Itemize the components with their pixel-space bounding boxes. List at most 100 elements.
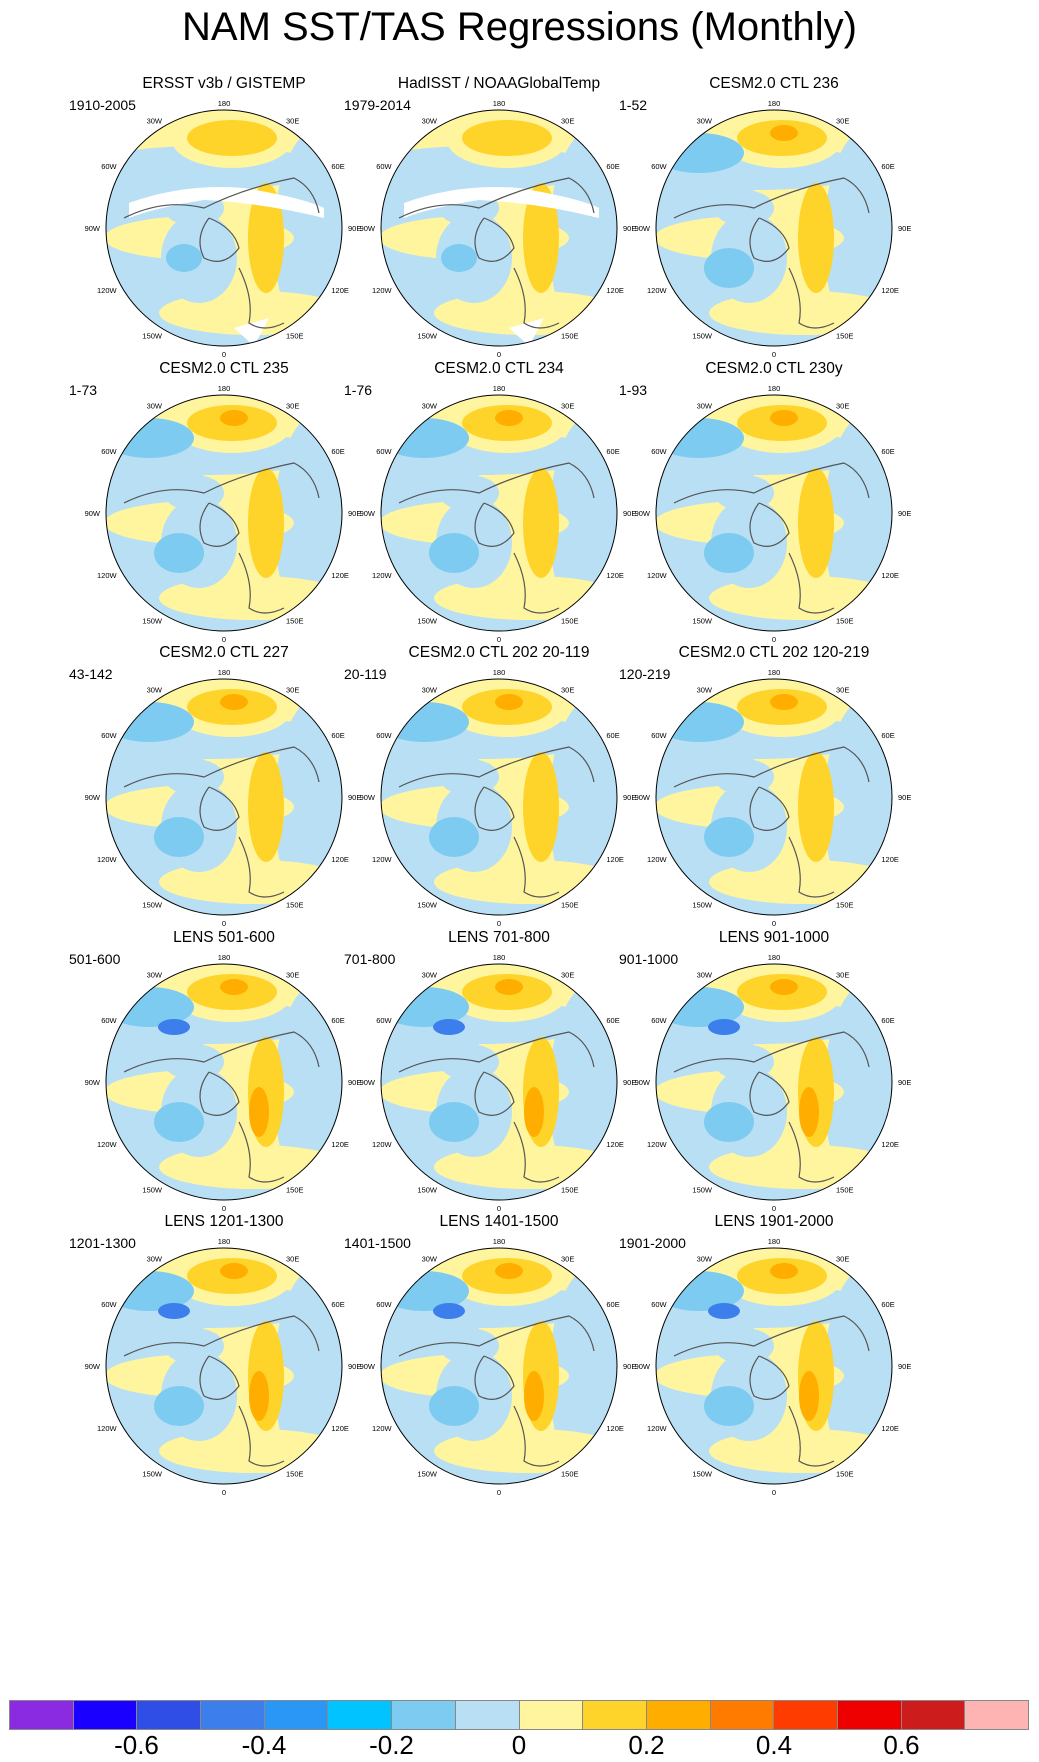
lon-label-west: 60W <box>101 447 117 456</box>
lon-label-top: 180 <box>493 953 506 962</box>
panel-period: 701-800 <box>344 951 396 967</box>
polar-map: 180 0 150W 120W 90W 60W 30W 150E 120E 90E 60E 30E <box>360 99 637 359</box>
lon-label-west: 60W <box>651 447 667 456</box>
lon-label-east: 30E <box>286 402 299 411</box>
panel-period: 1-73 <box>69 382 98 398</box>
polar-map: 180 0 150W 120W 90W 60W 30W 150E 120E 90E 60E 30E <box>360 1237 637 1497</box>
panel-period: 20-119 <box>344 666 387 682</box>
map-panel: 180 0 150W 120W 90W 60W 30W 150E 120E 90E 60E 30E LE… <box>619 1213 929 1523</box>
lon-label-west: 60W <box>101 1300 117 1309</box>
lon-label-top: 180 <box>218 953 231 962</box>
lon-label-east: 120E <box>881 855 899 864</box>
lon-label-east: 30E <box>561 686 574 695</box>
panel-title: ERSST v3b / GISTEMP <box>142 75 306 92</box>
lon-label-east: 120E <box>606 855 624 864</box>
lon-label-top: 180 <box>493 668 506 677</box>
lon-label-west: 30W <box>422 402 438 411</box>
colorbar-swatch <box>837 1701 902 1729</box>
lon-label-west: 30W <box>147 402 163 411</box>
colorbar-tick-label: -0.2 <box>369 1730 414 1760</box>
panel-period: 1910-2005 <box>69 97 136 113</box>
lon-label-east: 90E <box>348 1078 361 1087</box>
colorbar-tick-label: -0.6 <box>114 1730 159 1760</box>
lon-label-east: 60E <box>881 162 894 171</box>
lon-label-west: 120W <box>647 571 668 580</box>
lon-label-east: 90E <box>898 793 911 802</box>
lon-label-top: 180 <box>768 668 781 677</box>
lon-label-west: 30W <box>697 686 713 695</box>
lon-label-east: 60E <box>606 1300 619 1309</box>
lon-label-east: 90E <box>348 1362 361 1371</box>
colorbar-swatch <box>710 1701 775 1729</box>
panel-title: CESM2.0 CTL 230y <box>705 360 843 377</box>
polar-map: 180 0 150W 120W 90W 60W 30W 150E 120E 90E 60E 30E <box>635 1237 912 1497</box>
lon-label-east: 30E <box>836 686 849 695</box>
polar-map: 180 0 150W 120W 90W 60W 30W 150E 120E 90E 60E 30E <box>360 668 637 928</box>
lon-label-east: 60E <box>606 162 619 171</box>
colorbar-swatch <box>328 1701 393 1729</box>
polar-map: 180 0 150W 120W 90W 60W 30W 150E 120E 90E 60E 30E <box>635 953 912 1213</box>
lon-label-east: 60E <box>606 731 619 740</box>
colorbar-tick-label: -0.4 <box>241 1730 287 1760</box>
lon-label-west: 60W <box>651 1016 667 1025</box>
lon-label-bottom: 0 <box>497 919 501 928</box>
lon-label-east: 150E <box>561 1469 579 1478</box>
panel-title: LENS 501-600 <box>173 929 275 946</box>
lon-label-east: 150E <box>286 616 304 625</box>
lon-label-east: 60E <box>331 731 344 740</box>
lon-label-top: 180 <box>768 99 781 108</box>
lon-label-west: 60W <box>376 1016 392 1025</box>
lon-label-east: 30E <box>836 402 849 411</box>
lon-label-east: 30E <box>836 971 849 980</box>
lon-label-west: 30W <box>697 402 713 411</box>
lon-label-west: 150W <box>417 900 438 909</box>
colorbar-tick-label: 0.6 <box>883 1730 920 1760</box>
map-panel: 180 0 150W 120W 90W 60W 30W 150E 120E 90E 60E 30E CE… <box>619 644 929 954</box>
lon-label-west: 30W <box>422 971 438 980</box>
colorbar-swatch <box>10 1701 74 1729</box>
lon-label-east: 150E <box>286 331 304 340</box>
map-panel: 180 0 150W 120W 90W 60W 30W 150E 120E 90E 60E 30E CE… <box>69 644 379 954</box>
lon-label-east: 120E <box>881 1424 899 1433</box>
lon-label-east: 90E <box>898 224 911 233</box>
lon-label-west: 120W <box>372 571 393 580</box>
lon-label-west: 150W <box>692 616 713 625</box>
lon-label-bottom: 0 <box>497 1488 501 1497</box>
panel-period: 1979-2014 <box>344 97 411 113</box>
colorbar-swatch <box>201 1701 265 1729</box>
polar-map: 180 0 150W 120W 90W 60W 30W 150E 120E 90E 60E 30E <box>85 99 362 359</box>
lon-label-bottom: 0 <box>497 350 501 359</box>
lon-label-east: 150E <box>836 331 854 340</box>
lon-label-west: 30W <box>147 686 163 695</box>
colorbar-tick-label: 0 <box>511 1730 527 1760</box>
lon-label-west: 60W <box>376 731 392 740</box>
colorbar-swatch <box>137 1701 202 1729</box>
lon-label-east: 150E <box>286 1469 304 1478</box>
polar-map: 180 0 150W 120W 90W 60W 30W 150E 120E 90E 60E 30E <box>635 99 912 359</box>
panel-title: CESM2.0 CTL 202 120-219 <box>678 644 870 661</box>
panel-period: 1-76 <box>344 382 373 398</box>
lon-label-west: 30W <box>422 117 438 126</box>
lon-label-east: 30E <box>561 1255 574 1264</box>
colorbar-swatch <box>73 1701 138 1729</box>
panel-title: HadISST / NOAAGlobalTemp <box>397 75 601 92</box>
map-panel: 180 0 150W 120W 90W 60W 30W 150E 120E 90E 60E 30E Ha… <box>344 75 654 385</box>
lon-label-west: 120W <box>372 286 393 295</box>
panel-title: CESM2.0 CTL 234 <box>434 360 564 377</box>
lon-label-west: 60W <box>101 731 117 740</box>
lon-label-west: 90W <box>85 509 101 518</box>
lon-label-east: 120E <box>881 1140 899 1149</box>
lon-label-west: 120W <box>372 855 393 864</box>
lon-label-east: 90E <box>623 224 636 233</box>
panel-title: LENS 1901-2000 <box>714 1213 834 1230</box>
map-panel: 180 0 150W 120W 90W 60W 30W 150E 120E 90E 60E 30E LE… <box>344 1213 654 1523</box>
lon-label-west: 90W <box>635 224 651 233</box>
panel-title: CESM2.0 CTL 227 <box>159 644 289 661</box>
panel-title: LENS 1401-1500 <box>439 1213 559 1230</box>
panel-title: CESM2.0 CTL 235 <box>159 360 289 377</box>
lon-label-west: 120W <box>372 1140 393 1149</box>
lon-label-east: 30E <box>561 402 574 411</box>
lon-label-bottom: 0 <box>497 1204 501 1213</box>
polar-map: 180 0 150W 120W 90W 60W 30W 150E 120E 90E 60E 30E <box>85 1237 362 1497</box>
lon-label-west: 90W <box>360 793 376 802</box>
